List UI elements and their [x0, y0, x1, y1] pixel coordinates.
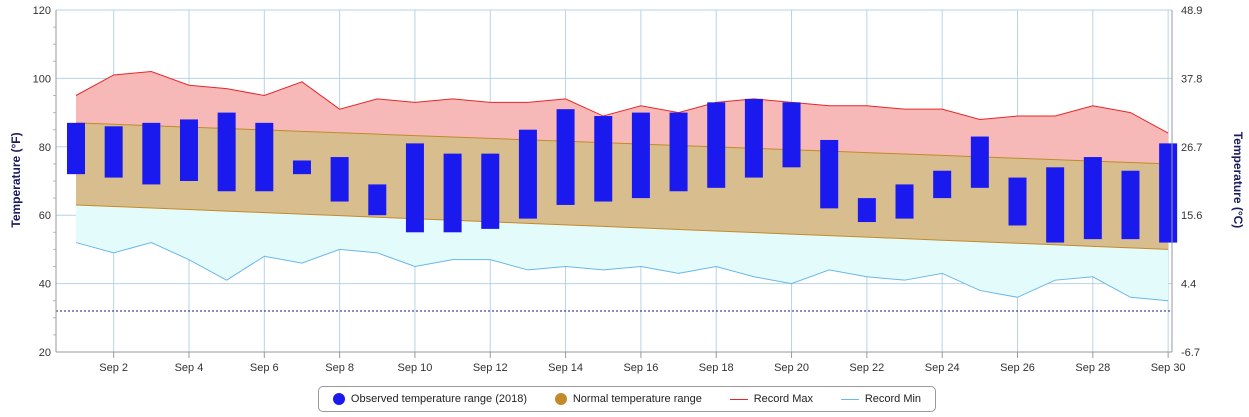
- observed-bar: [782, 102, 801, 168]
- x-tick-label: Sep 22: [849, 362, 884, 374]
- observed-bar: [895, 184, 914, 219]
- y-tick-label-left: 100: [33, 73, 51, 85]
- axes: 20 -6.7 40 4.4 60 15.6 80 26.7 100 37.8 120 48.9 Sep…: [33, 5, 1203, 374]
- observed-bar: [970, 136, 989, 188]
- normal-low-line: [75, 204, 1169, 250]
- normal-swatch-icon: [554, 393, 567, 405]
- x-tick-label: Sep 30: [1151, 362, 1186, 374]
- y-tick-label-left: 20: [39, 347, 51, 359]
- record-min-band: [76, 204, 1169, 301]
- observed-bar: [857, 198, 876, 223]
- y-tick-label-left: 80: [39, 142, 51, 154]
- x-tick-label: Sep 20: [774, 362, 809, 374]
- observed-bar: [1046, 167, 1065, 243]
- y-tick-label-right: 37.8: [1181, 73, 1202, 85]
- x-tick-label: Sep 2: [99, 362, 128, 374]
- y-tick-label-left: 60: [39, 210, 51, 222]
- observed-bar: [368, 184, 387, 216]
- observed-bar: [669, 112, 688, 192]
- record-max-swatch-icon: [729, 398, 748, 400]
- observed-bar: [104, 126, 123, 178]
- observed-bar: [67, 122, 85, 175]
- observed-bar: [330, 157, 349, 202]
- y-tick-label-left: 120: [33, 5, 51, 17]
- left-axis-title: Temperature (°F): [9, 132, 23, 227]
- legend-normal[interactable]: Normal temperature range: [554, 393, 702, 405]
- x-tick-label: Sep 18: [699, 362, 734, 374]
- x-tick-label: Sep 6: [250, 362, 279, 374]
- record-max-line: [75, 71, 1169, 134]
- observed-bar: [481, 153, 500, 229]
- y-tick-label-right: 4.4: [1181, 279, 1196, 291]
- area-layer: [56, 71, 1172, 312]
- x-tick-label: Sep 28: [1075, 362, 1110, 374]
- legend-normal-label: Normal temperature range: [572, 393, 702, 405]
- legend-record-max[interactable]: Record Max: [729, 393, 813, 405]
- x-tick-label: Sep 26: [1000, 362, 1035, 374]
- observed-bar: [1008, 177, 1027, 226]
- observed-bar: [217, 112, 236, 192]
- right-axis-title: Temperature (°C): [1231, 132, 1245, 229]
- x-tick-label: Sep 4: [175, 362, 204, 374]
- observed-bar: [405, 143, 424, 233]
- record-min-swatch-icon: [840, 398, 859, 400]
- observed-bar: [179, 119, 198, 181]
- observed-bar: [255, 122, 274, 192]
- x-tick-label: Sep 24: [925, 362, 960, 374]
- observed-bar: [556, 109, 575, 205]
- observed-bar: [1121, 170, 1140, 240]
- legend-record-min-label: Record Min: [864, 393, 922, 405]
- record-max-band: [76, 71, 1169, 164]
- x-tick-label: Sep 16: [623, 362, 658, 374]
- observed-bar: [1159, 143, 1178, 243]
- y-tick-label-right: 48.9: [1181, 5, 1202, 17]
- y-tick-label-right: 15.6: [1181, 210, 1202, 222]
- x-tick-label: Sep 12: [473, 362, 508, 374]
- observed-bar: [443, 153, 462, 233]
- y-tick-label-right: -6.7: [1181, 347, 1200, 359]
- observed-swatch-icon: [332, 393, 345, 405]
- temperature-chart: 20 -6.7 40 4.4 60 15.6 80 26.7 100 37.8 120 48.9 Sep…: [9, 5, 1245, 374]
- observed-bar: [1083, 157, 1102, 240]
- observed-bar: [594, 116, 613, 202]
- observed-bar: [707, 102, 726, 188]
- observed-bar: [820, 139, 839, 209]
- y-tick-label-left: 40: [39, 279, 51, 291]
- legend-observed[interactable]: Observed temperature range (2018): [332, 393, 528, 405]
- legend-record-max-label: Record Max: [753, 393, 813, 405]
- observed-bar: [744, 98, 763, 178]
- observed-bars: [67, 98, 1178, 243]
- legend-observed-label: Observed temperature range (2018): [350, 393, 528, 405]
- legend-record-min[interactable]: Record Min: [840, 393, 922, 405]
- x-tick-label: Sep 10: [398, 362, 433, 374]
- observed-bar: [631, 112, 650, 199]
- observed-bar: [518, 129, 537, 219]
- observed-bar: [142, 122, 161, 185]
- record-min-line: [75, 242, 1169, 302]
- x-tick-label: Sep 14: [548, 362, 583, 374]
- y-tick-label-right: 26.7: [1181, 142, 1202, 154]
- normal-range-band: [76, 122, 1169, 250]
- chart-legend: Observed temperature range (2018) Normal…: [318, 386, 936, 412]
- x-tick-label: Sep 8: [325, 362, 354, 374]
- observed-bar: [292, 160, 311, 175]
- observed-bar: [933, 170, 952, 199]
